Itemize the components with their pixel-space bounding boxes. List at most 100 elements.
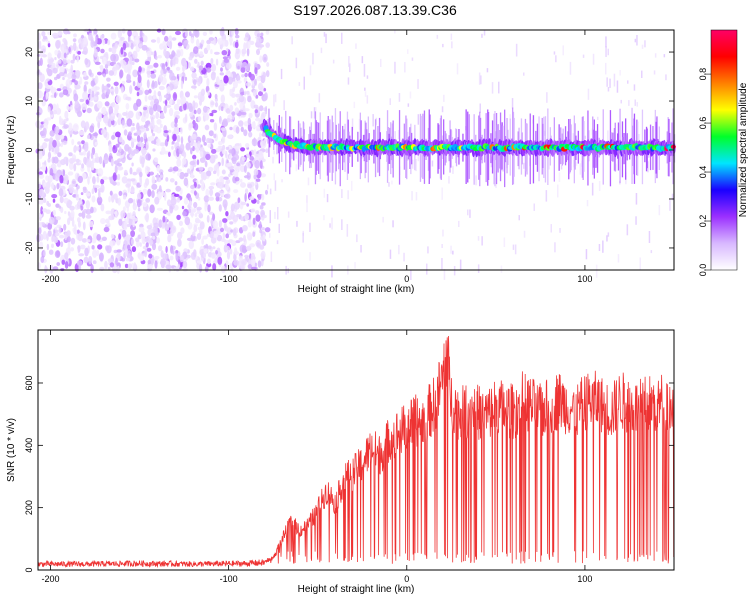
spectrogram-cell [176,50,181,58]
spectrogram-cell [173,130,178,135]
spectrogram-cell [85,121,90,130]
spectrogram-cell [146,70,152,75]
spectrogram-cell [78,212,83,217]
spectrogram-cell [101,128,107,135]
spectrogram-cell [211,72,216,76]
y-tick-label: 200 [24,500,34,515]
spectrogram-cell [184,61,188,70]
spectrogram-cell [56,250,60,257]
spectrogram-cell [98,252,104,262]
spectrogram-cell [269,210,271,224]
spectrogram-cell [391,180,393,185]
spectrogram-cell [218,190,225,194]
spectrogram-cell [172,166,179,172]
spectrogram-cell [129,167,133,175]
spectrogram-cell [639,257,641,271]
spectrogram-cell [229,221,234,225]
spectrogram-cell [127,263,132,269]
spectrogram-cell [407,49,409,54]
spectrogram-cell [138,66,142,73]
spectrogram-cell [117,166,124,171]
spectrogram-cell [70,210,75,218]
spectrogram-cell [209,138,212,144]
spectrogram-cell [90,152,94,160]
y-tick-label: -20 [24,241,34,254]
spectrogram-cell [276,240,279,245]
spectrogram-cell [136,91,140,97]
spectrogram-cell [157,91,162,97]
spectrogram-cell [101,92,106,100]
spectrogram-cell [102,115,109,124]
spectrogram-cell [252,258,255,267]
spectrogram-cell [93,48,98,58]
spectrogram-cell [183,102,187,111]
spectrogram-cell [203,248,208,254]
spectrogram-cell [196,38,200,48]
spectrogram-cell [165,246,168,253]
spectrogram-cell [167,129,172,133]
spectrogram-cell [81,238,87,243]
spectrogram-cell [247,264,252,269]
spectrogram-cell [193,46,199,54]
spectrogram-cell [87,176,90,185]
spectrogram-cell [114,266,117,270]
spectrogram-cell [364,87,366,91]
spectrogram-cell [124,247,129,257]
spectrogram-cell [166,86,171,95]
spectrogram-cell [124,57,129,62]
spectrogram-cell [146,225,153,230]
spectrogram-cell [149,171,155,176]
spectrogram-cell [57,152,62,158]
spectrogram-cell [53,156,59,164]
spectrogram-cell [86,239,91,243]
spectrogram-cell [150,73,157,79]
spectrogram-cell [120,37,123,41]
spectrogram-cell [222,56,228,60]
spectrogram-cell [73,145,77,153]
spectrogram-cell [230,203,235,212]
spectrogram-cell [208,211,214,215]
spectrogram-cell [126,43,130,48]
spectrogram-cell [591,182,594,196]
spectrogram-cell [53,110,57,115]
spectrogram-cell [42,127,47,136]
spectrogram-cell [323,32,326,37]
spectrogram-cell [91,195,96,203]
spectrogram-cell [132,50,138,59]
spectrogram-cell [125,96,131,101]
spectrogram-cell [354,262,356,269]
spectrogram-cell [341,219,343,230]
spectrogram-cell [242,156,246,161]
spectrogram-cell [47,151,52,159]
spectrogram-cell [232,228,237,236]
spectrogram-cell [202,171,207,181]
spectrogram-cell [43,250,46,257]
spectrogram-cell [245,143,250,148]
spectrogram-cell [238,95,245,103]
spectrogram-cell [110,53,116,62]
spectrogram-cell [211,63,217,72]
spectrogram-cell [523,72,525,76]
spectrogram-cell [51,194,58,199]
spectrogram-cell [159,174,163,178]
spectrogram-cell [326,194,329,203]
spectrogram-cell [234,27,239,36]
spectrogram-cell [180,227,185,235]
spectrogram-cell [245,82,251,87]
spectrogram-cell [193,190,197,196]
spectrogram-cell [192,154,197,160]
spectrogram-cell [274,93,277,103]
spectrogram-cell [161,191,165,197]
spectrogram-cell [162,68,167,74]
spectrogram-cell [223,176,229,180]
spectrogram-cell [163,45,167,51]
spectrogram-cell [415,192,418,201]
spectrogram-cell [252,217,256,225]
spectrogram-cell [491,82,494,94]
spectrogram-cell [671,193,674,201]
spectrogram-cell [38,171,43,175]
spectrogram-cell [149,239,154,246]
spectrogram-cell [229,104,234,112]
spectrogram-cell [477,264,480,273]
